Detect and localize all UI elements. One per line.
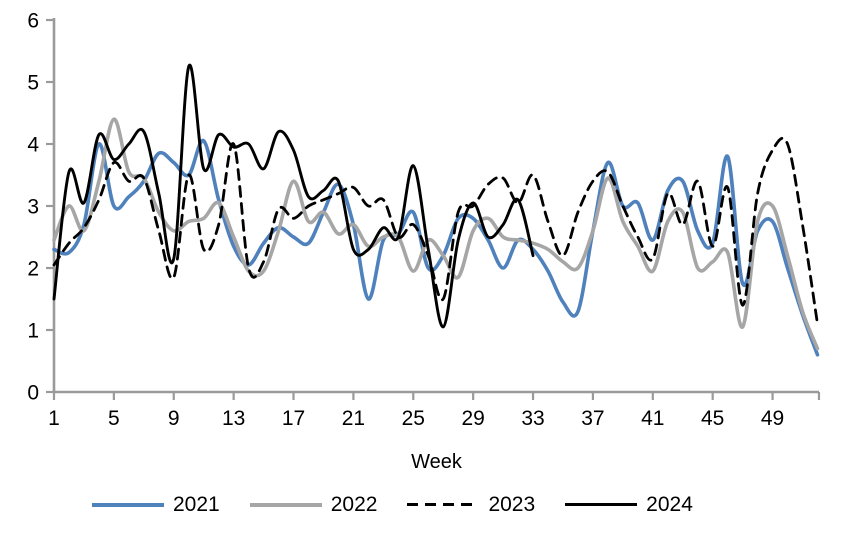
- x-axis-tick-label: 17: [282, 407, 305, 430]
- y-axis-tick-label: 2: [27, 258, 39, 281]
- y-axis-tick-label: 6: [27, 10, 39, 33]
- x-axis-tick-label: 1: [48, 407, 60, 430]
- legend: 2021 2022 2023 2024: [92, 494, 723, 515]
- x-axis-tick-label: 29: [461, 407, 484, 430]
- x-axis-tick-label: 45: [701, 407, 724, 430]
- x-axis-tick-label: 25: [402, 407, 425, 430]
- x-axis-title: Week: [411, 451, 463, 473]
- legend-item-2022: 2022: [249, 493, 378, 516]
- series-line-2024: [52, 63, 535, 329]
- y-axis-tick-label: 5: [27, 72, 39, 95]
- x-axis-tick-label: 5: [108, 407, 120, 430]
- legend-label-2024: 2024: [646, 493, 693, 516]
- legend-line-2024-icon: [565, 503, 638, 506]
- x-axis-tick-label: 13: [222, 407, 245, 430]
- x-axis-tick-label: 21: [342, 407, 365, 430]
- legend-line-2023-icon: [407, 503, 480, 506]
- y-axis-tick-label: 3: [27, 196, 39, 219]
- legend-label-2022: 2022: [330, 493, 378, 516]
- legend-label-2021: 2021: [173, 493, 220, 516]
- series-line-2022: [52, 117, 820, 351]
- x-axis-tick-label: 9: [168, 407, 180, 430]
- y-axis-tick-label: 0: [27, 382, 39, 405]
- x-axis-tick-label: 41: [641, 407, 664, 430]
- series-line-2023: [52, 136, 819, 326]
- y-axis-tick-label: 1: [27, 320, 39, 343]
- legend-item-2021: 2021: [92, 494, 220, 515]
- legend-item-2023: 2023: [407, 494, 535, 515]
- x-axis-tick-label: 33: [521, 407, 544, 430]
- legend-item-2024: 2024: [565, 494, 693, 515]
- legend-line-2022-icon: [249, 502, 322, 507]
- x-axis-tick-label: 49: [761, 407, 784, 430]
- x-axis-tick-label: 37: [581, 407, 604, 430]
- legend-line-2021-icon: [92, 502, 164, 507]
- legend-label-2023: 2023: [488, 493, 536, 516]
- y-axis-tick-label: 4: [27, 134, 39, 157]
